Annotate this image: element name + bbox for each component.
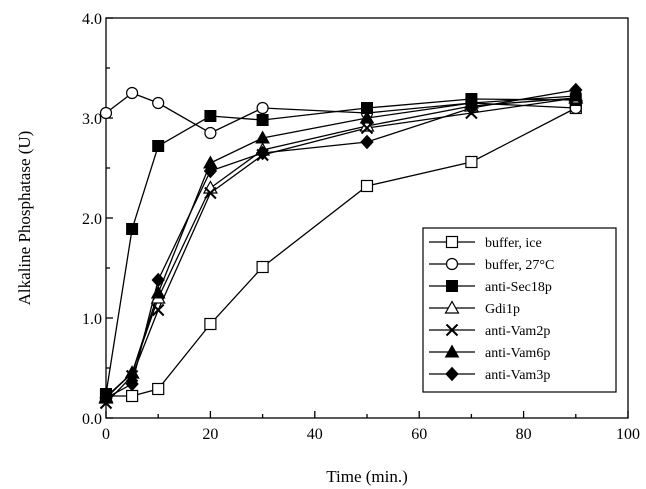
data-point	[152, 382, 165, 396]
tick-labels: 0 20 40 60 80 100 0.0 1.0 2.0 3.0 4.0	[82, 11, 640, 443]
data-point	[152, 140, 165, 152]
data-point	[359, 110, 375, 124]
axis-ticks	[105, 17, 629, 419]
legend-marker	[444, 344, 460, 358]
x-tick-label: 20	[202, 426, 218, 443]
data-point	[125, 389, 139, 403]
legend-entry: anti-Vam6p	[429, 344, 550, 361]
x-marker-stroke	[445, 323, 459, 337]
x-marker-stroke	[151, 303, 165, 317]
data-point	[256, 101, 269, 115]
legend-label: Gdi1p	[485, 302, 520, 317]
series-6	[105, 89, 576, 399]
data-point	[255, 130, 270, 144]
data-point	[151, 272, 165, 288]
data-point	[126, 223, 139, 235]
legend-entry: anti-Vam3p	[429, 366, 550, 383]
legend-entry: buffer, 27°C	[429, 257, 554, 273]
data-point	[204, 126, 217, 140]
series-2	[105, 98, 576, 395]
data-point	[150, 285, 166, 299]
legend-marker	[445, 235, 459, 249]
x-tick-label: 60	[411, 426, 427, 443]
legend: buffer, ice buffer, 27°C anti-Sec18p Gdi1p a…	[422, 227, 617, 393]
data-point	[126, 86, 139, 100]
series-markers-6	[99, 82, 583, 406]
y-axis-title: Alkaline Phosphatase (U)	[15, 131, 34, 306]
x-tick-label: 40	[307, 426, 323, 443]
series-markers-1	[99, 86, 582, 140]
series-5	[105, 95, 576, 398]
legend-marker	[445, 257, 459, 271]
data-point	[152, 96, 165, 110]
legend-label: buffer, ice	[485, 236, 542, 251]
y-tick-label: 2.0	[82, 211, 102, 228]
x-tick-label: 80	[516, 426, 532, 443]
data-point	[151, 303, 165, 317]
legend-label: anti-Vam6p	[485, 346, 550, 361]
data-point	[204, 186, 217, 200]
data-point	[464, 100, 479, 116]
legend-marker	[444, 300, 460, 314]
legend-label: anti-Vam2p	[485, 324, 550, 339]
data-point	[360, 179, 374, 193]
data-point	[99, 106, 113, 120]
data-point	[204, 317, 217, 331]
legend-marker	[445, 323, 459, 337]
legend-entry: anti-Vam2p	[429, 323, 550, 339]
x-marker-stroke	[360, 121, 374, 135]
series-line	[105, 98, 576, 395]
y-tick-label: 0.0	[82, 411, 102, 428]
x-tick-label: 0	[102, 426, 110, 443]
data-point	[99, 390, 113, 406]
data-point	[360, 121, 374, 135]
legend-entry: buffer, ice	[429, 235, 542, 251]
data-point	[125, 376, 139, 392]
legend-marker	[446, 280, 458, 292]
y-tick-label: 4.0	[82, 11, 102, 28]
data-point	[360, 134, 374, 150]
legend-label: anti-Vam3p	[485, 368, 550, 383]
data-point	[465, 155, 478, 169]
legend-label: buffer, 27°C	[485, 258, 554, 273]
legend-entry: anti-Sec18p	[429, 280, 552, 295]
x-axis-title: Time (min.)	[326, 467, 408, 486]
x-tick-label: 100	[616, 426, 640, 443]
series-layer	[98, 82, 584, 410]
data-point	[256, 260, 269, 274]
data-point	[204, 110, 217, 122]
data-point	[256, 114, 269, 126]
y-tick-label: 3.0	[82, 111, 102, 128]
legend-marker	[445, 366, 459, 382]
x-marker-stroke	[204, 186, 217, 200]
y-tick-label: 1.0	[82, 311, 102, 328]
series-line	[105, 95, 576, 398]
data-point	[203, 163, 218, 179]
legend-entry: Gdi1p	[429, 300, 520, 317]
data-point	[255, 145, 270, 161]
series-line	[105, 89, 576, 399]
legend-label: anti-Sec18p	[485, 280, 552, 295]
data-point	[569, 82, 583, 98]
